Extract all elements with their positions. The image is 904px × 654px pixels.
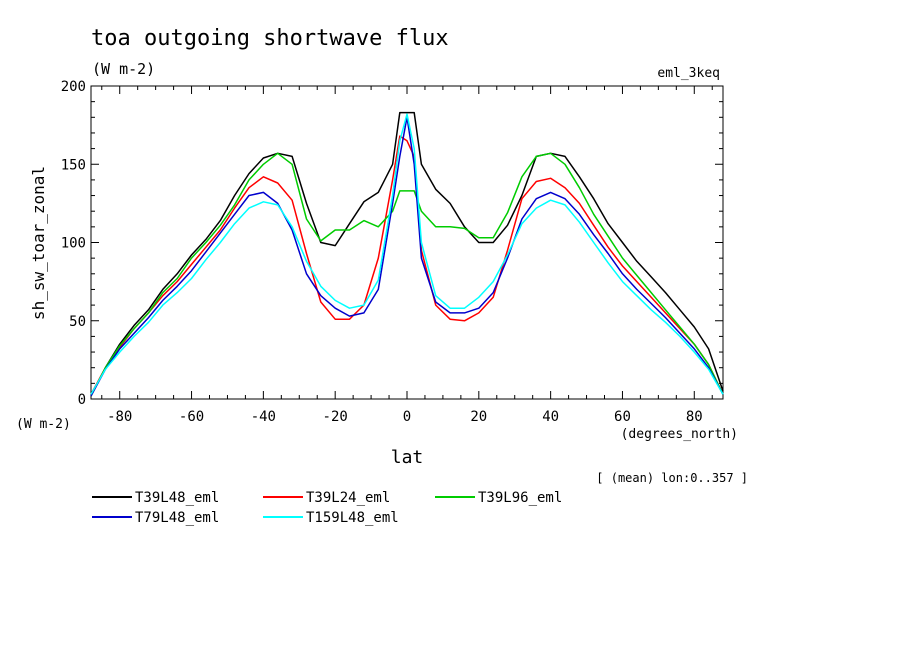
legend-label: T159L48_eml [306,510,399,526]
y-tick-labels: 0 50 100 150 200 [61,79,86,408]
x-tick-label: 0 [403,409,411,425]
series-line-T39L48_eml [90,111,724,397]
x-tick-label: -80 [107,409,132,425]
series-line-T79L48_eml [90,116,724,397]
y-tick-label: 50 [69,314,86,330]
x-tick-labels: -80 -60 -40 -20 0 20 40 60 80 [107,409,703,425]
legend: T39L48_eml T39L24_eml T39L96_eml T79L48_eml… [92,490,562,526]
x-tick-label: 40 [542,409,559,425]
chart-subtitle: (W m-2) [92,60,155,78]
x-tick-label: 20 [470,409,487,425]
legend-label: T39L48_eml [135,490,219,506]
series-line-T159L48_eml [90,113,724,395]
chart-title: toa outgoing shortwave flux [91,26,449,51]
legend-label: T39L24_eml [306,490,390,506]
plot-frame [90,85,724,400]
y-tick-label: 200 [61,79,86,95]
legend-label: T39L96_eml [478,490,562,506]
y-tick-label: 150 [61,157,86,173]
averaging-note: [ (mean) lon:0..357 ] [596,471,748,485]
x-axis-unit: (degrees_north) [621,427,738,442]
minor-ticks [91,86,723,399]
x-tick-label: -20 [323,409,348,425]
x-axis-label: lat [391,447,424,468]
y-axis-label: sh_sw_toar_zonal [29,166,48,320]
series-line-T39L24_eml [90,135,724,395]
legend-label: T79L48_eml [135,510,219,526]
series-line-T39L96_eml [90,152,724,397]
y-axis-unit: (W m-2) [16,417,71,432]
experiment-label: eml_3keq [657,66,720,81]
x-tick-label: 60 [614,409,631,425]
x-tick-label: 80 [686,409,703,425]
major-ticks [91,85,723,400]
x-tick-label: -60 [179,409,204,425]
y-tick-label: 100 [61,236,86,252]
y-tick-label: 0 [78,392,86,408]
plot-area [90,85,724,400]
x-tick-label: -40 [251,409,276,425]
series-lines [90,111,724,397]
